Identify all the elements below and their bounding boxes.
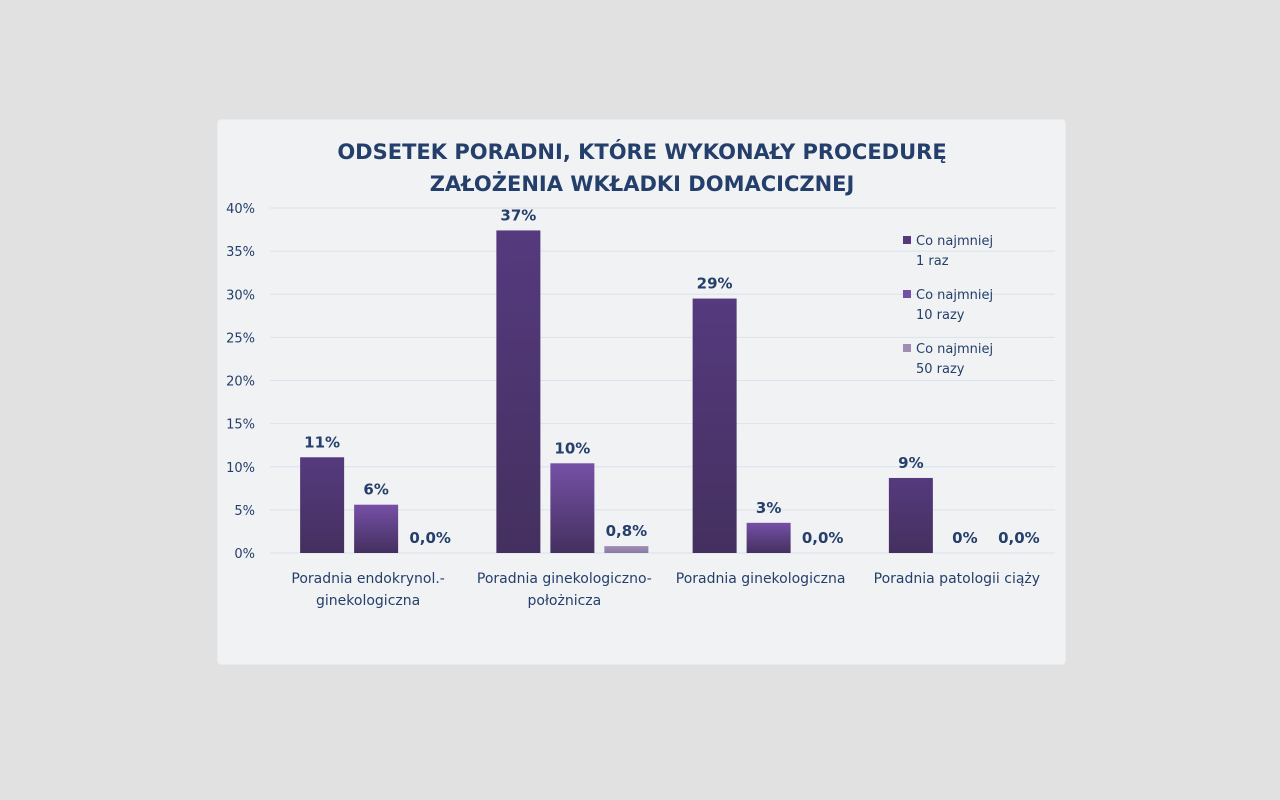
data-label: 9% [898, 454, 923, 472]
y-tick-label: 35% [226, 245, 255, 260]
y-tick-label: 15% [226, 418, 255, 433]
y-tick-label: 0% [234, 547, 255, 562]
bar [888, 477, 933, 553]
bars [300, 230, 933, 554]
legend-swatch [903, 236, 911, 244]
legend-label: Co najmniej [916, 234, 993, 249]
y-tick-label: 25% [226, 331, 255, 346]
data-label: 29% [697, 275, 733, 293]
y-tick-label: 30% [226, 288, 255, 303]
data-label: 0,0% [409, 529, 451, 547]
x-tick-label: ginekologiczna [316, 593, 420, 609]
data-label: 0,0% [998, 529, 1040, 547]
gridlines [270, 207, 1055, 554]
bar [354, 504, 399, 553]
chart-card [218, 120, 1065, 664]
legend-swatch [903, 344, 911, 352]
data-label: 0,0% [802, 529, 844, 547]
legend-label: Co najmniej [916, 342, 993, 357]
bar [496, 230, 541, 554]
bar [746, 522, 791, 553]
legend-label: Co najmniej [916, 288, 993, 303]
legend-label: 1 raz [916, 254, 949, 269]
data-label: 10% [554, 439, 590, 457]
chart-title-line-2: ZAŁOŻENIA WKŁADKI DOMACICZNEJ [430, 171, 855, 196]
x-tick-label: położnicza [528, 593, 602, 609]
legend-label: 50 razy [916, 362, 965, 377]
y-tick-label: 5% [234, 504, 255, 519]
data-label: 3% [756, 499, 781, 517]
data-label: 11% [304, 433, 340, 451]
data-label: 0% [952, 529, 977, 547]
data-label: 37% [500, 206, 536, 224]
x-tick-label: Poradnia ginekologiczno- [477, 571, 652, 587]
bar [550, 463, 595, 553]
bar [300, 457, 345, 553]
data-label: 0,8% [606, 522, 648, 540]
x-tick-label: Poradnia endokrynol.- [291, 571, 444, 587]
legend-label: 10 razy [916, 308, 965, 323]
data-labels: 11% 6% 0,0% 37% 10% 0,8% 29% 3% 0,0% 9% 0% 0,0% [304, 206, 1040, 547]
y-tick-label: 20% [226, 375, 255, 390]
bar [692, 298, 737, 553]
chart-title-line-1: ODSETEK PORADNI, KTÓRE WYKONAŁY PROCEDUR… [337, 139, 946, 164]
legend: Co najmniej 1 raz Co najmniej 10 razy Co naj… [903, 234, 993, 377]
y-tick-label: 10% [226, 461, 255, 476]
y-tick-label: 40% [226, 202, 255, 217]
y-axis: 0% 5% 10% 15% 20% 25% 30% 35% 40% [226, 202, 255, 562]
data-label: 6% [363, 481, 388, 499]
bar [604, 546, 649, 553]
x-axis: Poradnia endokrynol.- ginekologiczna Porad… [291, 571, 1040, 609]
chart-title: ODSETEK PORADNI, KTÓRE WYKONAŁY PROCEDUR… [337, 139, 946, 196]
x-tick-label: Poradnia ginekologiczna [676, 571, 846, 587]
legend-swatch [903, 290, 911, 298]
x-tick-label: Poradnia patologii ciąży [874, 571, 1040, 587]
